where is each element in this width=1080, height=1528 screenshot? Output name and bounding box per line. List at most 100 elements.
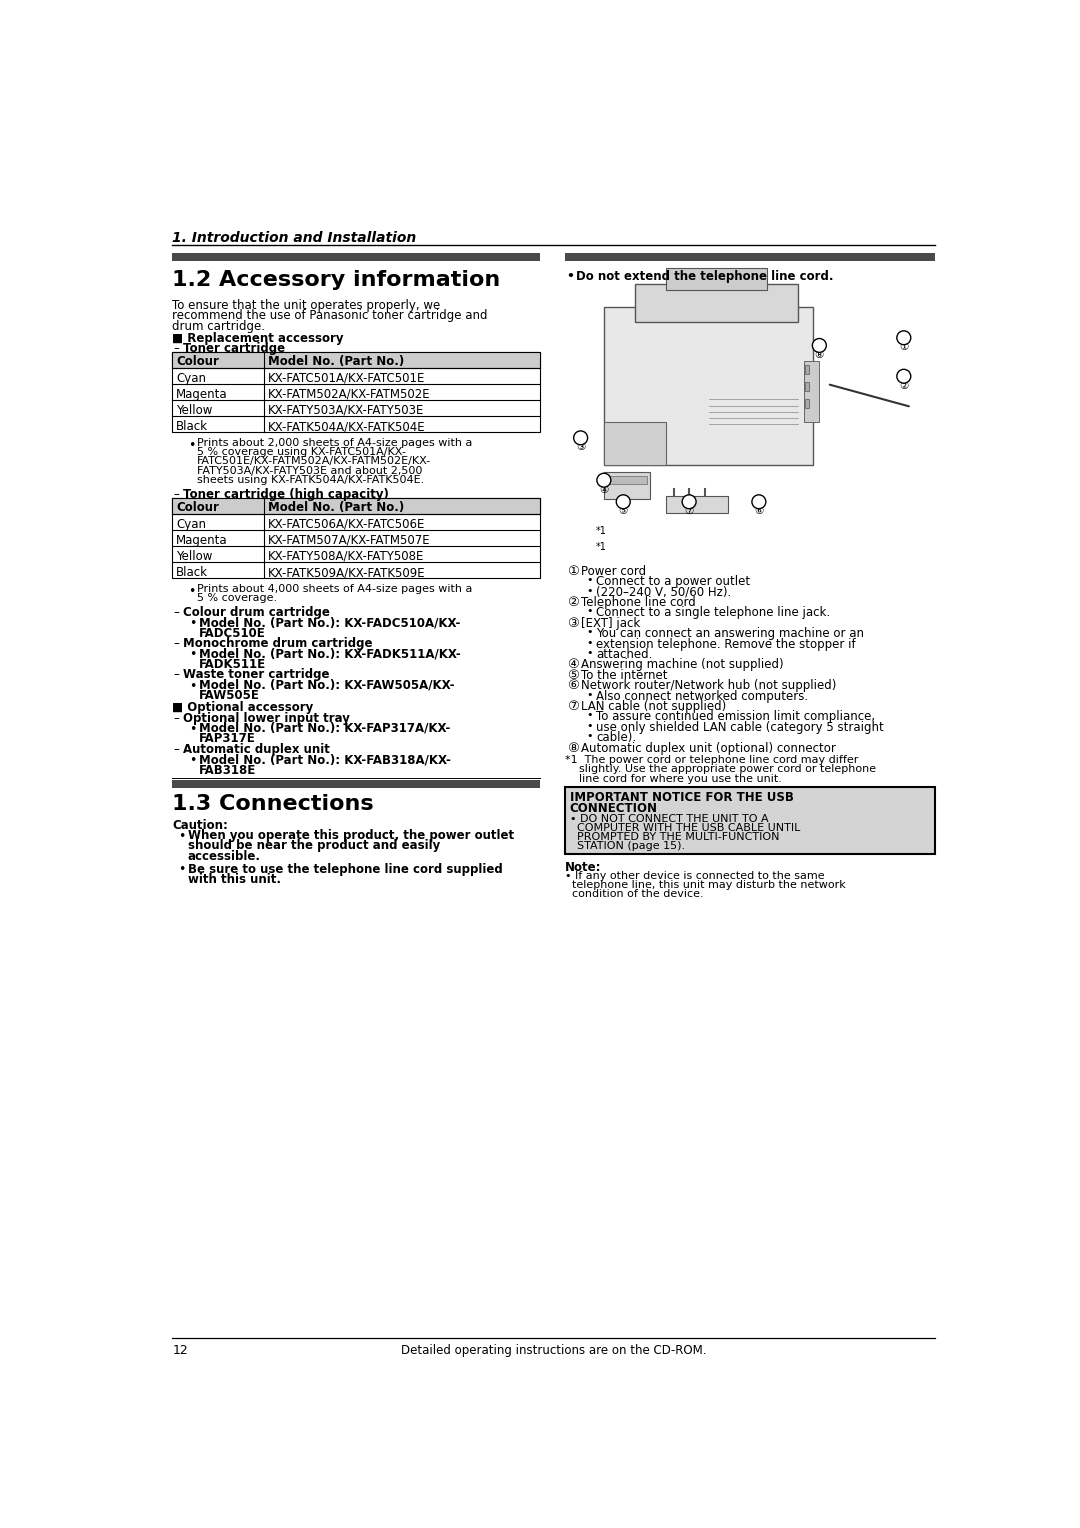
Text: with this unit.: with this unit. [188, 872, 281, 886]
Circle shape [896, 370, 910, 384]
Text: Model No. (Part No.): KX-FAW505A/KX-: Model No. (Part No.): KX-FAW505A/KX- [199, 678, 454, 692]
Bar [608, 477, 647, 484]
Text: 1.3 Connections: 1.3 Connections [172, 795, 374, 814]
Text: ③: ③ [576, 443, 585, 452]
Text: Automatic duplex unit (optional) connector: Automatic duplex unit (optional) connect… [581, 741, 836, 755]
Text: attached.: attached. [596, 648, 652, 662]
Text: line cord for where you use the unit.: line cord for where you use the unit. [565, 773, 782, 784]
Text: Yellow: Yellow [176, 403, 213, 417]
Text: FADC510E: FADC510E [199, 626, 266, 640]
Text: •: • [586, 607, 593, 616]
Text: •: • [189, 617, 197, 630]
Text: Model No. (Part No.): KX-FADK511A/KX-: Model No. (Part No.): KX-FADK511A/KX- [199, 648, 460, 660]
Text: You can connect an answering machine or an: You can connect an answering machine or … [596, 628, 864, 640]
Text: KX-FATC501A/KX-FATC501E: KX-FATC501A/KX-FATC501E [268, 371, 424, 385]
Text: Answering machine (not supplied): Answering machine (not supplied) [581, 659, 783, 671]
Bar [805, 399, 809, 408]
Text: (220–240 V, 50/60 Hz).: (220–240 V, 50/60 Hz). [596, 585, 731, 599]
Text: ⑥: ⑥ [567, 680, 579, 692]
Text: telephone line, this unit may disturb the network: telephone line, this unit may disturb th… [565, 880, 846, 891]
Text: Yellow: Yellow [176, 550, 213, 562]
Text: 12: 12 [172, 1343, 188, 1357]
Bar [604, 307, 813, 465]
Text: FAB318E: FAB318E [199, 764, 256, 776]
Text: Toner cartridge: Toner cartridge [183, 342, 285, 354]
Text: sheets using KX-FATK504A/KX-FATK504E.: sheets using KX-FATK504A/KX-FATK504E. [197, 475, 424, 484]
Text: Do not extend the telephone line cord.: Do not extend the telephone line cord. [576, 269, 834, 283]
Text: ⑤: ⑤ [567, 669, 579, 681]
Text: Be sure to use the telephone line cord supplied: Be sure to use the telephone line cord s… [188, 862, 502, 876]
Text: FADK511E: FADK511E [199, 659, 266, 671]
Text: ④: ④ [567, 659, 579, 671]
Text: ■ Optional accessory: ■ Optional accessory [172, 701, 313, 714]
Bar [805, 382, 809, 391]
Text: •: • [586, 628, 593, 637]
Bar [172, 781, 540, 788]
Text: *1: *1 [596, 542, 607, 552]
Text: ①: ① [567, 565, 579, 578]
Text: FAP317E: FAP317E [199, 732, 255, 746]
Text: Magenta: Magenta [176, 533, 228, 547]
Text: –: – [174, 743, 179, 756]
Text: •: • [189, 723, 197, 736]
Text: ④: ④ [599, 484, 608, 495]
Text: ⑦: ⑦ [567, 700, 579, 714]
Text: Magenta: Magenta [176, 388, 228, 400]
Text: Connect to a single telephone line jack.: Connect to a single telephone line jack. [596, 607, 831, 619]
Text: To assure continued emission limit compliance,: To assure continued emission limit compl… [596, 711, 875, 723]
Text: ⑧: ⑧ [814, 350, 824, 361]
Text: –: – [174, 637, 179, 651]
Bar [172, 254, 540, 261]
Text: •: • [586, 637, 593, 648]
Text: FATY503A/KX-FATY503E and about 2,500: FATY503A/KX-FATY503E and about 2,500 [197, 466, 422, 475]
Text: Network router/Network hub (not supplied): Network router/Network hub (not supplied… [581, 680, 836, 692]
Text: KX-FATM507A/KX-FATM507E: KX-FATM507A/KX-FATM507E [268, 533, 430, 547]
Text: STATION (page 15).: STATION (page 15). [570, 842, 685, 851]
Text: •: • [189, 753, 197, 767]
Text: FATC501E/KX-FATM502A/KX-FATM502E/KX-: FATC501E/KX-FATM502A/KX-FATM502E/KX- [197, 457, 431, 466]
Text: 5 % coverage.: 5 % coverage. [197, 593, 278, 604]
Text: 1. Introduction and Installation: 1. Introduction and Installation [172, 231, 417, 244]
Text: *1  The power cord or telephone line cord may differ: *1 The power cord or telephone line cord… [565, 755, 859, 766]
Text: [EXT] jack: [EXT] jack [581, 617, 639, 630]
Text: Model No. (Part No.): KX-FAB318A/KX-: Model No. (Part No.): KX-FAB318A/KX- [199, 753, 450, 766]
Text: •: • [586, 585, 593, 596]
Text: •: • [189, 648, 197, 662]
Circle shape [597, 474, 611, 487]
Text: condition of the device.: condition of the device. [565, 889, 704, 900]
Text: •: • [586, 721, 593, 730]
Bar [666, 269, 767, 290]
Text: Colour: Colour [176, 356, 219, 368]
Text: accessible.: accessible. [188, 850, 260, 863]
Bar [805, 365, 809, 374]
Text: Colour drum cartridge: Colour drum cartridge [183, 607, 329, 619]
Text: extension telephone. Remove the stopper if: extension telephone. Remove the stopper … [596, 637, 855, 651]
Text: •: • [586, 575, 593, 585]
Text: cable).: cable). [596, 732, 636, 744]
Text: FAW505E: FAW505E [199, 689, 259, 703]
Text: •: • [188, 439, 195, 452]
Text: Cyan: Cyan [176, 518, 206, 530]
Text: Black: Black [176, 565, 208, 579]
Text: 1.2 Accessory information: 1.2 Accessory information [172, 269, 500, 290]
Text: recommend the use of Panasonic toner cartridge and: recommend the use of Panasonic toner car… [172, 309, 488, 322]
Text: •: • [178, 830, 186, 843]
Text: •: • [188, 585, 195, 597]
Text: Optional lower input tray: Optional lower input tray [183, 712, 350, 724]
Bar [565, 254, 935, 261]
Bar [635, 284, 798, 322]
Text: Monochrome drum cartridge: Monochrome drum cartridge [183, 637, 373, 651]
Text: Colour: Colour [176, 501, 219, 515]
Text: Toner cartridge (high capacity): Toner cartridge (high capacity) [183, 487, 389, 501]
Text: IMPORTANT NOTICE FOR THE USB: IMPORTANT NOTICE FOR THE USB [570, 792, 794, 804]
Text: drum cartridge.: drum cartridge. [172, 319, 266, 333]
Text: To ensure that the unit operates properly, we: To ensure that the unit operates properl… [172, 299, 441, 312]
Bar [666, 495, 728, 512]
Text: ①: ① [900, 342, 908, 353]
Text: •: • [189, 680, 197, 692]
Text: Model No. (Part No.): Model No. (Part No.) [268, 501, 404, 515]
Text: KX-FATM502A/KX-FATM502E: KX-FATM502A/KX-FATM502E [268, 388, 430, 400]
Bar [565, 787, 935, 854]
Text: KX-FATC506A/KX-FATC506E: KX-FATC506A/KX-FATC506E [268, 518, 424, 530]
Text: ②: ② [900, 380, 908, 391]
